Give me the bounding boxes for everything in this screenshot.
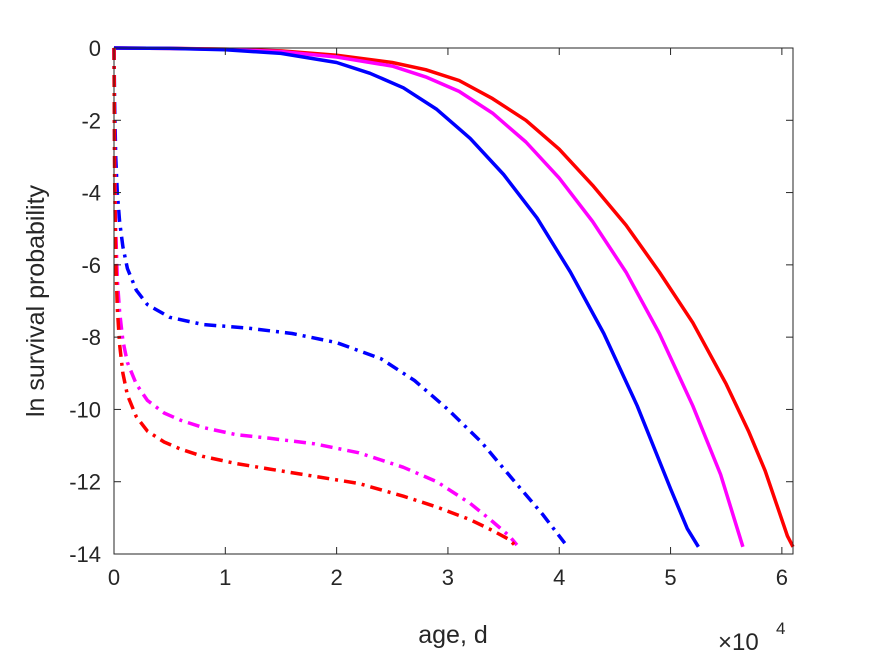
y-tick-label: -14 bbox=[69, 542, 101, 567]
y-tick-label: -2 bbox=[81, 108, 101, 133]
x-tick-label: 5 bbox=[664, 565, 676, 590]
y-tick-label: -8 bbox=[81, 325, 101, 350]
series-line-6 bbox=[112, 47, 516, 547]
series-line-3 bbox=[113, 46, 700, 548]
x-tick-label: 2 bbox=[330, 565, 342, 590]
y-tick-label: -12 bbox=[69, 470, 101, 495]
x-exponent-base: ×10 bbox=[718, 629, 759, 656]
x-tick-label: 0 bbox=[108, 565, 120, 590]
x-tick-label: 1 bbox=[219, 565, 231, 590]
x-axis: 0 1 2 3 4 5 6 bbox=[108, 48, 788, 590]
x-exponent-power: 4 bbox=[776, 619, 785, 638]
x-exponent-label: ×10 4 bbox=[718, 619, 785, 656]
y-axis-label: ln survival probability bbox=[22, 184, 50, 417]
series-line-4 bbox=[112, 47, 567, 545]
y-axis: 0 -2 -4 -6 -8 -10 -12 -14 bbox=[69, 36, 793, 567]
y-tick-label: 0 bbox=[89, 36, 101, 61]
x-axis-label: age, d bbox=[418, 621, 488, 649]
plot-area-border bbox=[113, 47, 794, 555]
y-tick-label: -10 bbox=[69, 397, 101, 422]
y-tick-label: -4 bbox=[81, 181, 101, 206]
y-tick-label: -6 bbox=[81, 253, 101, 278]
series-layer bbox=[112, 46, 795, 548]
x-tick-label: 3 bbox=[442, 565, 454, 590]
x-tick-label: 6 bbox=[776, 565, 788, 590]
x-tick-label: 4 bbox=[553, 565, 565, 590]
